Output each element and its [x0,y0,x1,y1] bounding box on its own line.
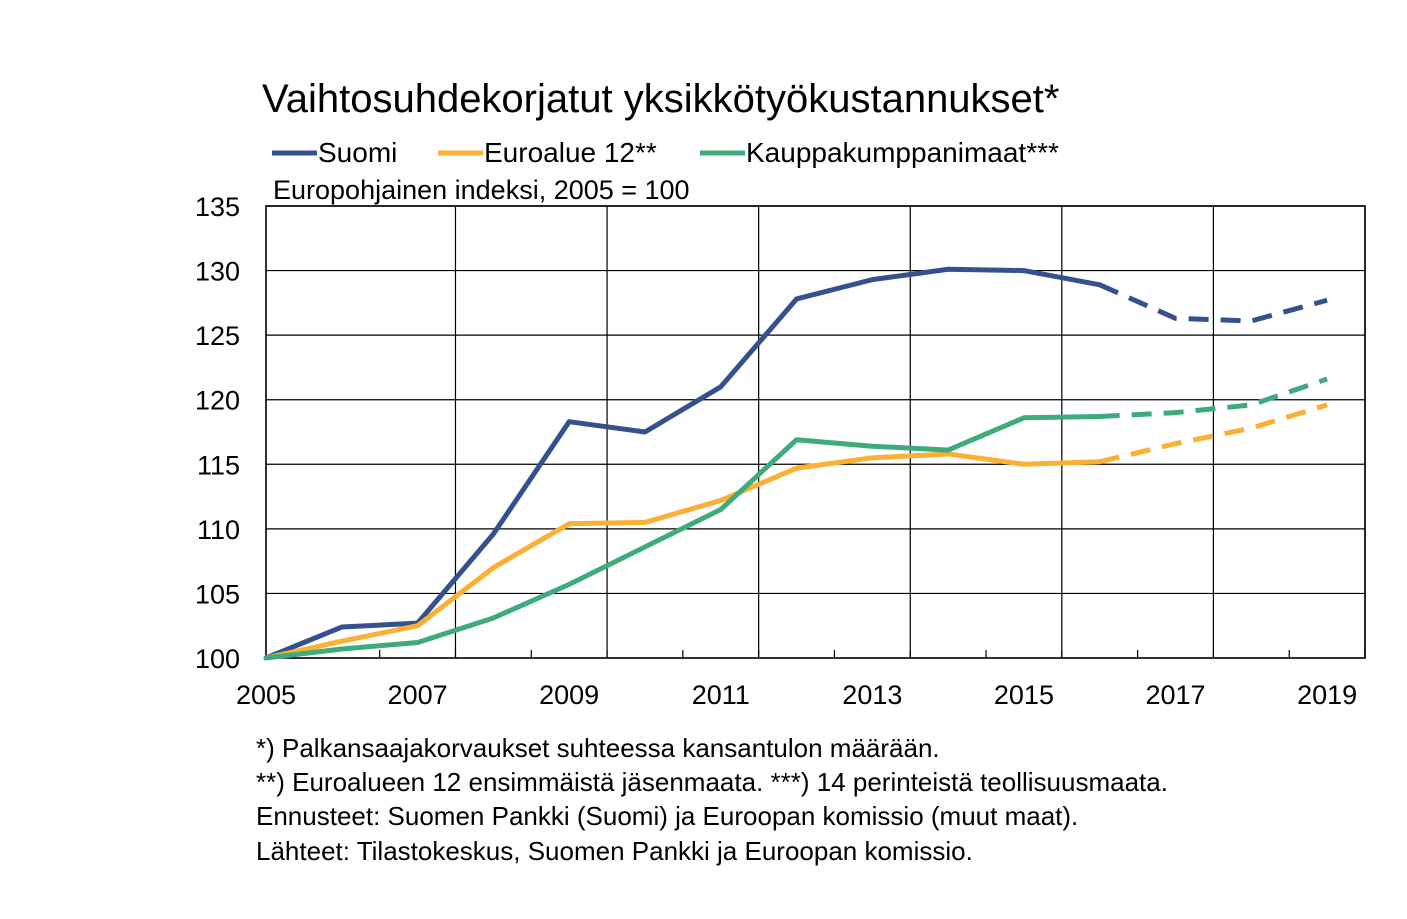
legend-label-1: Suomi [318,137,397,168]
footnote-3: Ennusteet: Suomen Pankki (Suomi) ja Euro… [256,801,1078,831]
y-tick-label: 135 [195,192,240,222]
y-tick-label: 130 [195,257,240,287]
series-line-3 [263,414,1103,661]
series-forecast-line-1 [1098,282,1328,324]
footnote-1: *) Palkansaajakorvaukset suhteessa kansa… [256,733,940,763]
x-tick-label: 2005 [236,680,296,710]
series-line-1 [263,266,1103,661]
x-tick-label: 2011 [692,680,750,710]
footnote-2: **) Euroalueen 12 ensimmäistä jäsenmaata… [256,767,1168,797]
chart-title: Vaihtosuhdekorjatut yksikkötyökustannuks… [262,77,1059,121]
series-lines [263,266,1328,661]
footnotes: *) Palkansaajakorvaukset suhteessa kansa… [256,733,1168,866]
y-tick-label: 120 [195,386,240,416]
series-line-2 [263,451,1103,661]
series-forecast-line-3 [1099,376,1328,419]
x-tick-label: 2017 [1145,680,1205,710]
y-tick-label: 115 [197,450,240,480]
plot-frame [265,205,1366,659]
y-tick-label: 125 [195,321,240,351]
x-tick-label: 2009 [539,680,599,710]
footnote-4: Lähteet: Tilastokeskus, Suomen Pankki ja… [256,836,973,866]
legend-label-3: Kauppakumppanimaat*** [746,137,1059,168]
legend: Suomi Euroalue 12** Kauppakumppanimaat*** [272,137,1059,168]
x-tick-label: 2019 [1297,680,1357,710]
y-tick-label: 100 [195,644,240,674]
x-tick-label: 2015 [994,680,1054,710]
axes: 100 105 110 115 120 125 130 135 2005 2007 2009 2011… [195,192,1366,710]
y-tick-label: 110 [197,515,240,545]
x-tick-label: 2007 [388,680,448,710]
legend-label-2: Euroalue 12** [484,137,657,168]
chart-subtitle: Europohjainen indeksi, 2005 = 100 [273,175,690,205]
series-forecast-line-2 [1099,402,1328,465]
y-tick-label: 105 [195,579,240,609]
grid [266,205,1366,658]
x-tick-label: 2013 [842,680,902,710]
